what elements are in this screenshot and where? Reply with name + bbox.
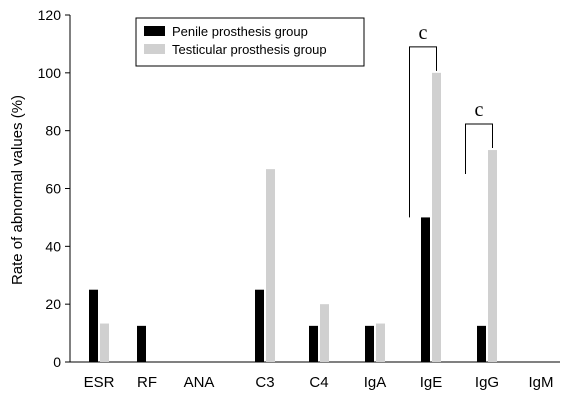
- bar-testicular-c3: [266, 169, 275, 362]
- x-category-label: IgG: [475, 374, 499, 391]
- legend-swatch: [144, 44, 165, 54]
- bar-penile-c3: [255, 289, 264, 362]
- significance-label: c: [475, 99, 484, 121]
- bar-penile-esr: [89, 289, 98, 362]
- y-axis-label: Rate of abnormal values (%): [9, 95, 26, 285]
- y-axis: 0 20 40 60 80 100 120: [38, 7, 71, 370]
- bars: [89, 72, 497, 362]
- x-category-label: IgE: [420, 374, 443, 391]
- bar-penile-c4: [309, 325, 318, 362]
- y-tick-label: 120: [38, 7, 62, 23]
- x-category-label: ESR: [84, 374, 115, 391]
- bar-penile-ige: [421, 217, 430, 362]
- x-category-label: IgA: [364, 374, 387, 391]
- bar-penile-iga: [365, 325, 374, 362]
- y-tick-label: 100: [38, 65, 62, 81]
- bar-testicular-igg: [488, 150, 497, 362]
- legend-entry: Testicular prosthesis group: [172, 42, 327, 57]
- annotations: cc: [409, 22, 493, 218]
- y-tick-label: 40: [45, 238, 61, 254]
- bar-testicular-iga: [376, 323, 385, 362]
- x-category-label: RF: [137, 374, 157, 391]
- bar-testicular-c4: [320, 304, 329, 362]
- significance-bracket: [465, 123, 493, 175]
- y-tick-label: 60: [45, 181, 61, 197]
- x-category-label: C3: [255, 374, 274, 391]
- y-tick-label: 0: [53, 354, 61, 370]
- bar-testicular-ige: [432, 72, 441, 362]
- legend-swatch: [144, 26, 165, 36]
- bar-testicular-esr: [100, 323, 109, 362]
- x-category-label: IgM: [528, 374, 553, 391]
- y-tick-label: 80: [45, 123, 61, 139]
- x-category-label: ANA: [184, 374, 215, 391]
- significance-bracket: [409, 46, 437, 218]
- y-tick-label: 20: [45, 296, 61, 312]
- significance-label: c: [419, 22, 428, 44]
- bar-penile-igg: [477, 325, 486, 362]
- legend: Penile prosthesis group Testicular prosth…: [135, 17, 365, 67]
- x-axis: ESR RF ANA C3 C4 IgA IgE IgG IgM: [70, 361, 560, 391]
- legend-box: [135, 17, 365, 67]
- x-category-label: C4: [309, 374, 328, 391]
- legend-entry: Penile prosthesis group: [172, 24, 308, 39]
- bar-penile-rf: [137, 325, 146, 362]
